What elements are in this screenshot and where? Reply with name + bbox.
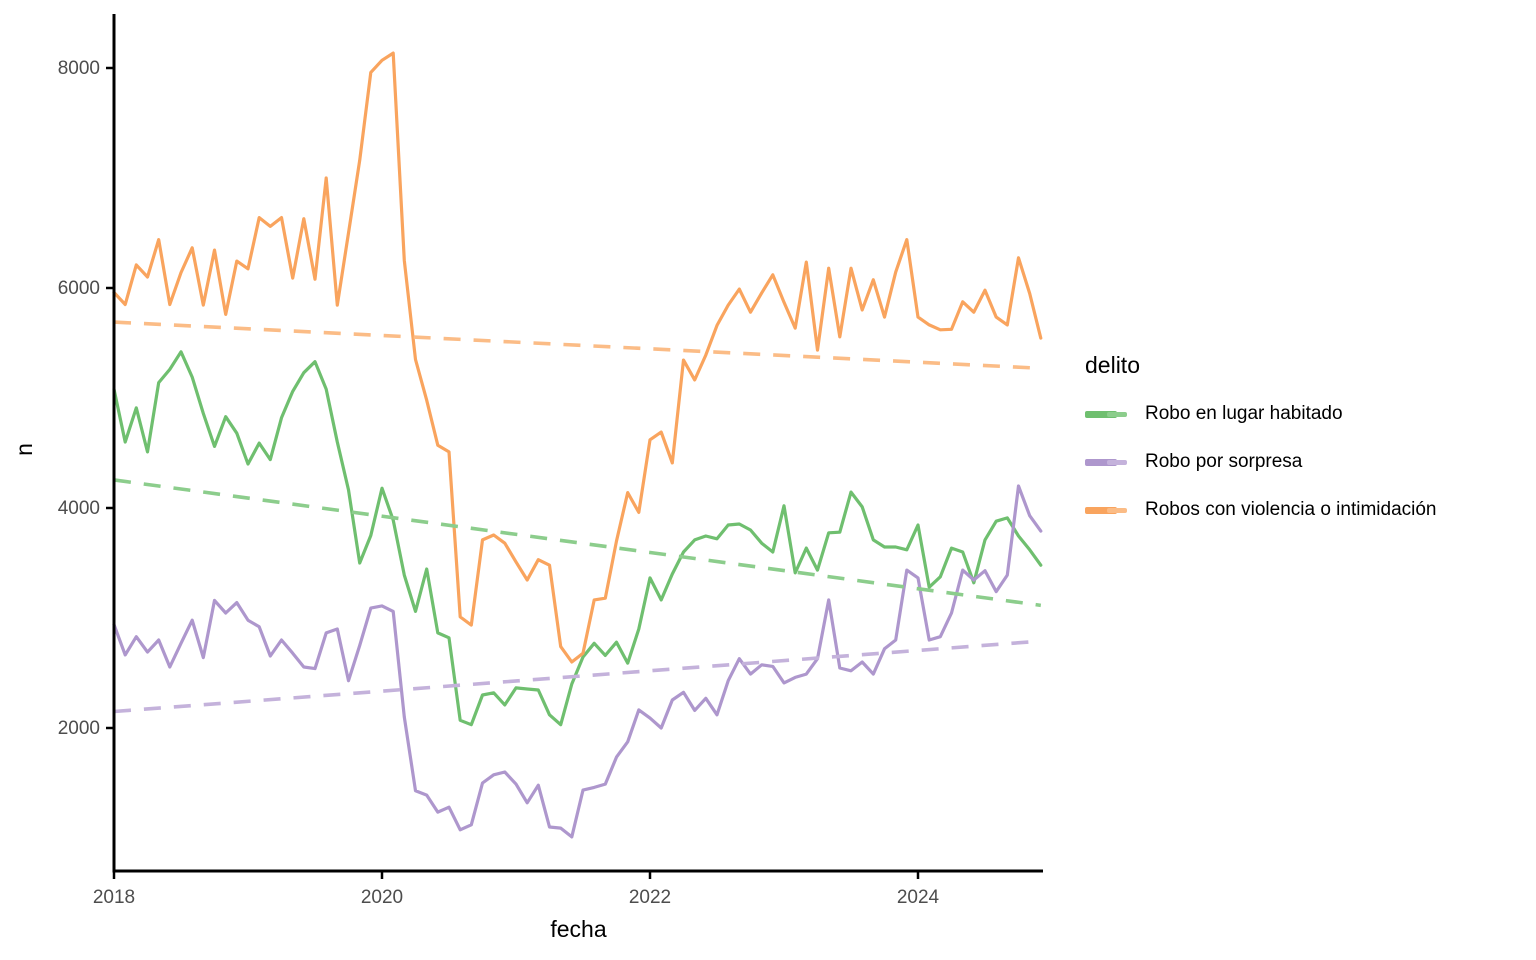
legend-key-solid-segment — [1085, 507, 1117, 514]
trend-line-robo-en-lugar-habitado — [113, 478, 1042, 608]
trend-line-robo-por-sorpresa — [113, 639, 1041, 714]
y-tick-label: 2000 — [58, 718, 100, 739]
x-tick-label: 2018 — [93, 887, 135, 908]
series-line-robos-con-violencia-o-intimidaci-n — [112, 51, 1043, 664]
x-tick-label: 2024 — [897, 887, 940, 908]
y-tick-label: 8000 — [58, 58, 100, 79]
trend-line-robos-con-violencia-o-intimidaci-n — [113, 320, 1041, 371]
legend-item-label: Robos con violencia o intimidación — [1145, 499, 1437, 520]
legend-key-solid-segment — [1085, 411, 1117, 418]
legend-key-dash-segment — [1107, 412, 1127, 417]
legend-key-dash-segment — [1107, 460, 1127, 465]
legend: delito Robo en lugar habitado Robo por so… — [1085, 352, 1525, 541]
y-tick-label: 4000 — [58, 498, 100, 519]
y-axis-title: n — [10, 443, 37, 456]
legend-item-label: Robo en lugar habitado — [1145, 403, 1343, 424]
x-tick-label: 2020 — [361, 887, 403, 908]
y-tick-label: 6000 — [58, 278, 100, 299]
x-tick-label: 2022 — [629, 887, 671, 908]
legend-item-label: Robo por sorpresa — [1145, 451, 1303, 472]
series-line-robo-en-lugar-habitado — [112, 350, 1043, 727]
legend-row: Robo por sorpresa — [1085, 445, 1525, 479]
legend-key-line-icon — [1085, 447, 1127, 477]
legend-items: Robo en lugar habitado Robo por sorpresa R… — [1085, 397, 1525, 527]
x-axis-title: fecha — [550, 916, 607, 942]
legend-key-line-icon — [1085, 399, 1127, 429]
legend-key-dash-segment — [1107, 508, 1127, 513]
legend-row: Robo en lugar habitado — [1085, 397, 1525, 431]
legend-row: Robos con violencia o intimidación — [1085, 493, 1525, 527]
series-line-robo-por-sorpresa — [112, 484, 1043, 839]
legend-key-solid-segment — [1085, 459, 1117, 466]
legend-key-line-icon — [1085, 495, 1127, 525]
legend-title: delito — [1085, 352, 1140, 378]
